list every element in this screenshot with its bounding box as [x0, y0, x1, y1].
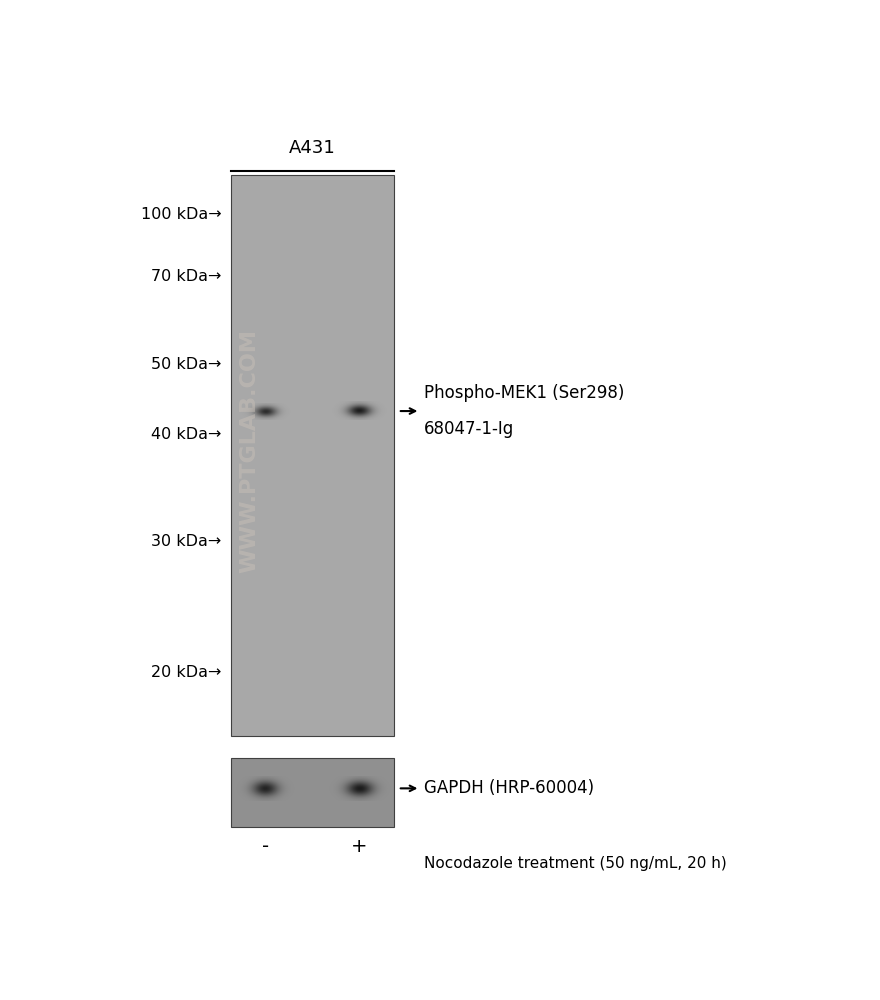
Text: 68047-1-Ig: 68047-1-Ig — [424, 420, 514, 438]
Text: GAPDH (HRP-60004): GAPDH (HRP-60004) — [424, 779, 594, 797]
Text: Nocodazole treatment (50 ng/mL, 20 h): Nocodazole treatment (50 ng/mL, 20 h) — [424, 856, 727, 871]
Text: Phospho-MEK1 (Ser298): Phospho-MEK1 (Ser298) — [424, 384, 624, 402]
Text: 70 kDa→: 70 kDa→ — [150, 269, 221, 284]
Bar — [231, 758, 393, 827]
Text: 30 kDa→: 30 kDa→ — [150, 534, 221, 549]
Text: -: - — [262, 837, 269, 856]
Text: 50 kDa→: 50 kDa→ — [150, 357, 221, 372]
Bar — [231, 175, 393, 736]
Text: 20 kDa→: 20 kDa→ — [150, 665, 221, 680]
Text: +: + — [351, 837, 368, 856]
Text: WWW.PTGLAB.COM: WWW.PTGLAB.COM — [239, 329, 260, 573]
Text: A431: A431 — [290, 139, 336, 157]
Text: 40 kDa→: 40 kDa→ — [150, 427, 221, 442]
Text: 100 kDa→: 100 kDa→ — [141, 207, 221, 222]
